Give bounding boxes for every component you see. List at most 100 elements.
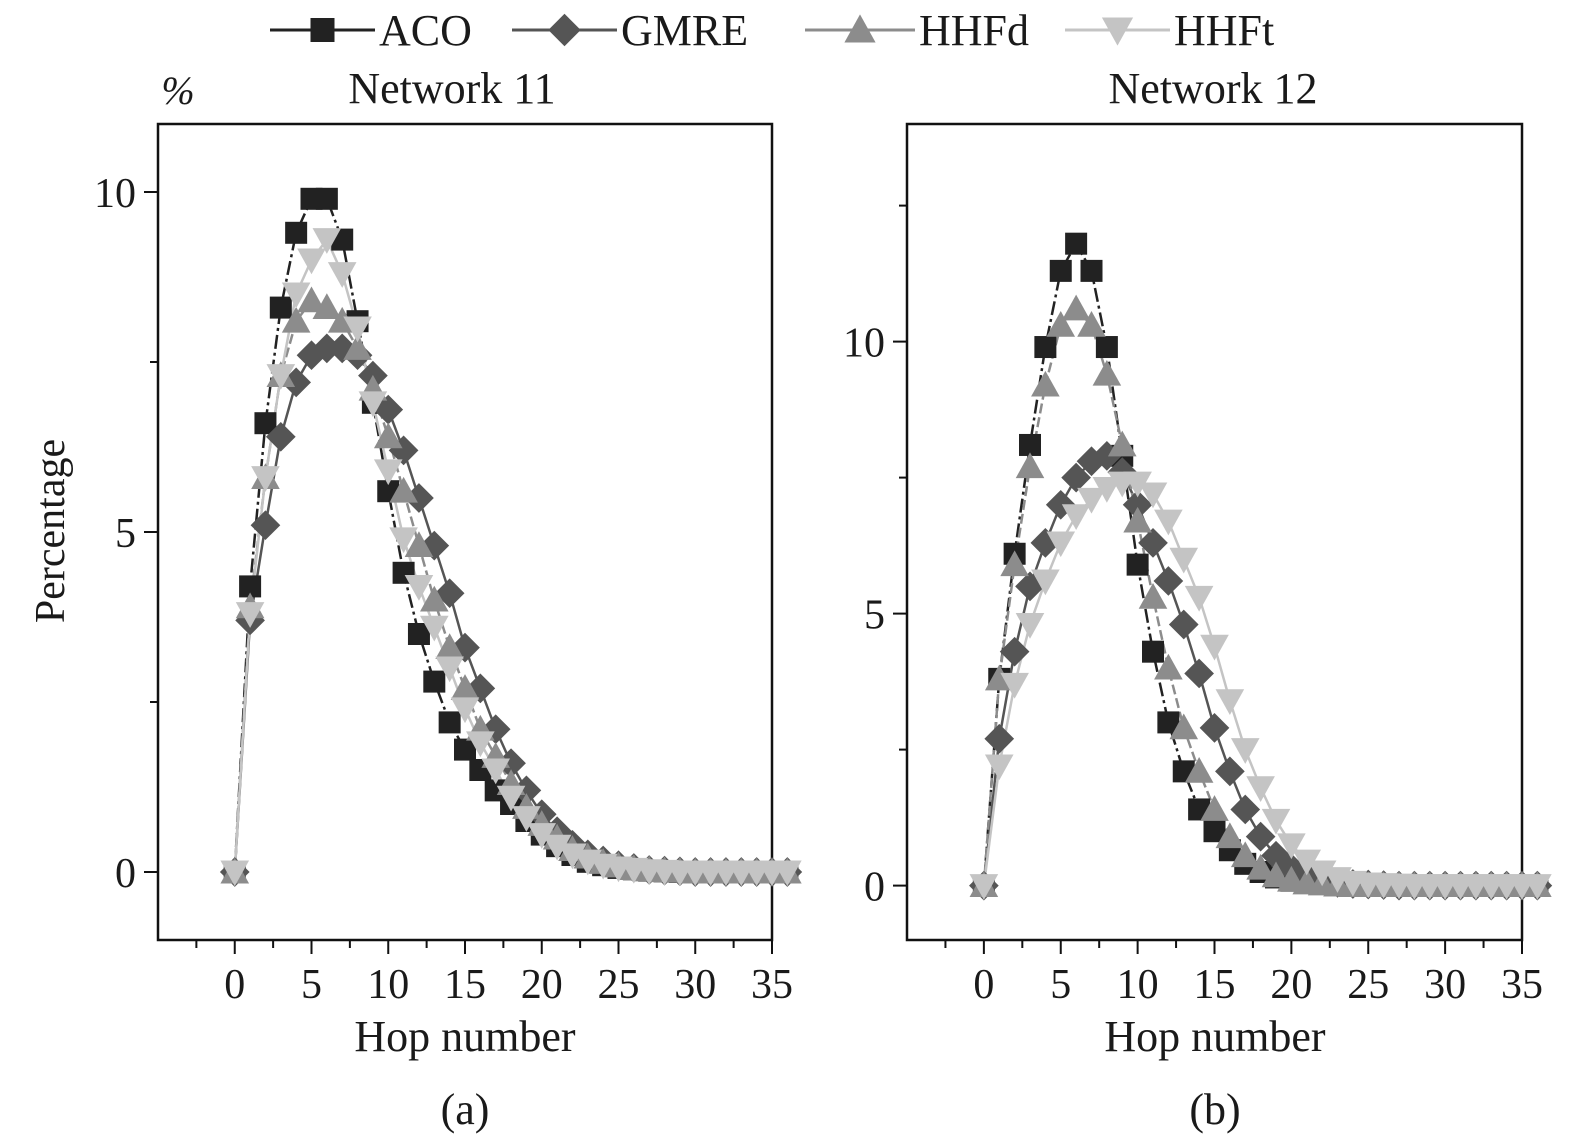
data-point-gmre [450,632,480,663]
data-point-gmre [327,333,358,364]
y-tick-label: 0 [115,851,136,897]
data-point-gmre [480,714,511,745]
data-point-aco [1049,259,1072,282]
data-point-hhfd [1184,757,1214,783]
data-point-gmre [1122,489,1153,520]
data-point-gmre [1199,712,1230,743]
panel-caption: (b) [1189,1085,1240,1134]
data-point-hhft [1154,509,1183,536]
data-point-gmre [999,636,1030,667]
x-tick-label: 10 [367,962,409,1008]
data-point-hhft [220,860,250,887]
data-point-hhfd [1154,653,1183,680]
data-point-gmre [984,723,1015,754]
data-point-hhft [1077,487,1106,514]
data-point-hhfd [1061,294,1091,321]
data-point-hhft [435,656,464,683]
data-point-gmre [1230,794,1261,825]
data-point-gmre [312,333,342,364]
data-point-hhfd [1123,506,1152,533]
data-point-gmre [265,421,296,452]
data-point-hhft [1200,634,1229,661]
y-tick-label: 5 [115,511,136,557]
data-point-aco [1142,640,1164,663]
data-point-hhft [1046,531,1076,558]
data-point-aco [1126,553,1149,576]
data-point-hhft [389,527,418,554]
data-point-hhfd [1246,853,1275,880]
data-point-aco [285,221,308,244]
data-point-hhft [358,391,388,418]
data-point-hhft [542,834,572,861]
data-point-hhfd [435,633,464,660]
data-point-hhfd [312,293,342,320]
y-tick-label: 0 [864,865,885,911]
chart-title: Network 12 [1109,64,1318,113]
data-point-gmre [511,775,542,806]
data-point-aco [1019,433,1041,456]
series-markers-hhfd [969,294,1552,898]
data-point-hhft [297,248,326,275]
data-point-hhfd [1169,713,1199,740]
data-point-aco [315,187,338,210]
legend-label-hhft: HHFt [1174,6,1274,55]
data-point-gmre [1138,528,1168,558]
data-point-aco [423,670,446,693]
data-point-gmre [465,673,496,704]
data-point-hhft [420,615,449,642]
y-tick-label: 10 [843,321,885,367]
data-point-hhft [773,860,802,887]
data-point-gmre [1215,756,1245,787]
data-point-hhft [1230,738,1260,764]
data-point-hhft [1138,482,1168,509]
data-point-gmre [496,748,526,779]
y-tick-label: 5 [864,593,885,639]
x-tick-label: 5 [1050,962,1071,1008]
data-point-hhfd [1230,841,1260,868]
data-point-aco [239,575,262,598]
data-point-hhft [496,785,526,812]
x-tick-label: 25 [1347,962,1389,1008]
data-point-gmre [1245,821,1276,852]
data-point-aco [1203,820,1226,843]
data-point-hhft [1261,808,1291,835]
data-point-aco [269,296,292,319]
data-point-hhft [984,754,1014,781]
data-point-gmre [1045,489,1076,520]
x-tick-label: 30 [674,962,716,1008]
legend-marker-hhft [1101,17,1134,46]
data-point-hhft [1000,672,1029,699]
legend: ACO GMRE HHFd HHFt [270,6,1274,55]
x-tick-label: 35 [1501,962,1543,1008]
data-point-gmre [1030,528,1061,558]
data-point-gmre [1168,609,1199,640]
x-tick-label: 10 [1117,962,1159,1008]
data-point-hhfd [1046,310,1076,337]
y-tick-label: 10 [94,171,136,217]
legend-label-hhfd: HHFd [919,6,1029,55]
data-point-hhft [404,574,434,601]
data-point-hhft [235,602,265,628]
data-point-hhft [466,731,495,758]
data-point-gmre [1076,446,1107,477]
y-axis-label: Percentage [28,439,74,623]
panel-caption: (a) [441,1085,490,1134]
legend-marker-aco [310,18,335,42]
data-point-aco [1034,336,1057,359]
data-point-gmre [281,367,311,398]
x-tick-label: 35 [751,962,793,1008]
x-tick-label: 20 [521,962,563,1008]
data-point-hhft [1169,547,1199,574]
data-point-hhft [1246,776,1275,802]
data-point-gmre [404,483,434,513]
data-point-hhft [1092,477,1122,503]
data-point-hhfd [450,674,480,700]
x-tick-label: 15 [444,962,486,1008]
data-point-hhft [1292,849,1322,876]
legend-label-gmre: GMRE [621,6,748,55]
data-point-hhfd [404,531,434,558]
data-point-gmre [1261,840,1291,871]
data-point-hhft [281,282,311,309]
